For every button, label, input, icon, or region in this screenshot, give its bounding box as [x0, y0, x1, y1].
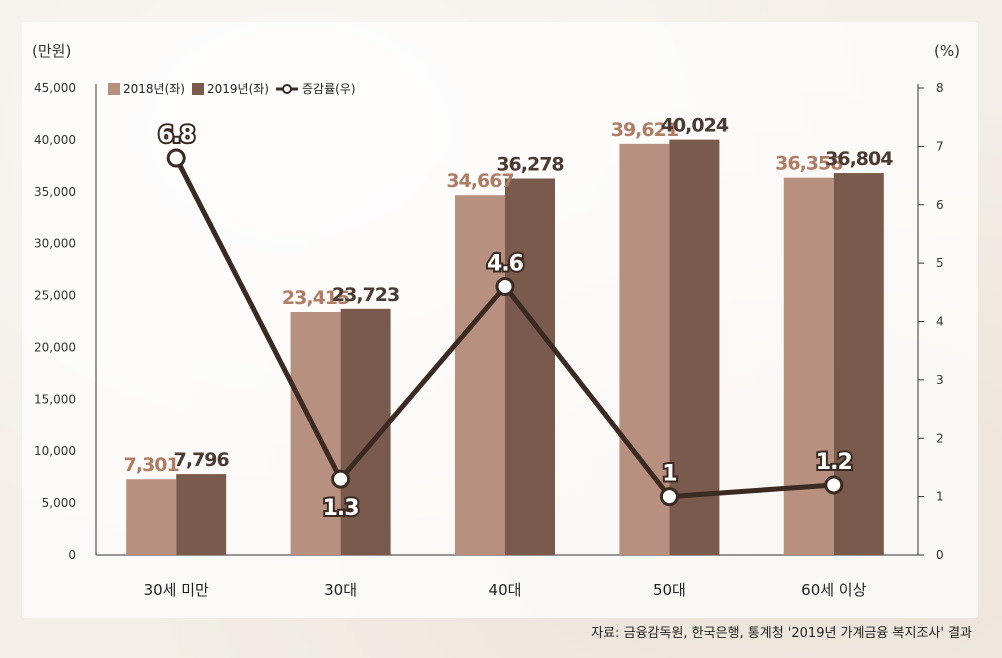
rate-point [824, 475, 844, 495]
legend-label: 2019년(좌) [207, 82, 269, 96]
legend-swatch [108, 83, 120, 95]
category-label: 40대 [489, 581, 522, 599]
bar-data-labels: 7,301 23,415 34,667 39,621 36,358 7,796 23,723… [124, 115, 895, 477]
bar [669, 139, 720, 555]
axes: (만원) (%) 0 5,000 10,000 15,000 20,000 25,000 30,… [32, 42, 960, 599]
bar-data-label: 39,621 [611, 119, 678, 141]
left-tick-label: 0 [68, 548, 76, 562]
bar [505, 178, 555, 555]
right-tick-label: 0 [936, 548, 944, 562]
category-label: 30세 미만 [144, 581, 209, 599]
right-tick-label: 3 [936, 373, 944, 387]
left-tick-label: 15,000 [34, 392, 76, 406]
right-tick-label: 6 [936, 198, 944, 212]
rate-data-label: 1.3 [323, 496, 359, 521]
bar-data-label: 40,024 [661, 115, 729, 137]
right-tick-label: 4 [936, 315, 944, 329]
right-axis-unit: (%) [934, 42, 960, 60]
left-tick-label: 30,000 [34, 237, 76, 251]
bar [833, 173, 884, 555]
bars [126, 139, 884, 555]
bar-data-label: 36,804 [825, 148, 893, 170]
legend-label: 증감률(우) [302, 82, 356, 96]
left-tick-label: 40,000 [34, 133, 76, 147]
right-tick-label: 2 [936, 431, 944, 445]
rate-point [495, 276, 515, 296]
rate-point [659, 487, 679, 507]
rate-data-label: 1 [662, 462, 676, 487]
left-tick-label: 5,000 [42, 496, 76, 510]
bar-data-label: 7,301 [124, 454, 179, 476]
bar-data-label: 23,723 [332, 284, 399, 306]
bar-data-label: 34,667 [446, 170, 513, 192]
right-tick-label: 8 [936, 81, 944, 95]
rate-line: 6.8 1.3 4.6 1 1.2 [156, 121, 855, 523]
left-tick-label: 10,000 [34, 444, 76, 458]
bar [176, 474, 227, 555]
bar-data-label: 36,278 [496, 154, 564, 176]
rate-point [331, 469, 351, 489]
legend: 2018년(좌) 2019년(좌) 증감률(우) [108, 82, 356, 96]
category-label: 60세 이상 [801, 581, 866, 599]
category-label: 30대 [324, 581, 357, 599]
bar-data-label: 23,415 [282, 287, 349, 309]
bar-data-label: 36,358 [775, 153, 843, 175]
legend-swatch [192, 83, 204, 95]
source-note: 자료: 금융감독원, 한국은행, 통계청 '2019년 가계금융 복지조사' 결… [591, 625, 972, 641]
bar [783, 177, 834, 555]
bar-data-label: 7,796 [174, 449, 230, 471]
left-tick-label: 45,000 [34, 81, 76, 95]
legend-line-marker [282, 84, 292, 94]
legend-label: 2018년(좌) [123, 82, 185, 96]
left-tick-label: 20,000 [34, 340, 76, 354]
rate-data-label: 4.6 [487, 251, 524, 276]
category-label: 50대 [653, 581, 686, 599]
bar [126, 479, 177, 555]
rate-data-label: 1.2 [816, 450, 852, 475]
rate-data-label: 6.8 [158, 123, 194, 148]
rate-point [166, 148, 186, 168]
left-axis-unit: (만원) [32, 42, 71, 60]
left-tick-label: 25,000 [34, 289, 76, 303]
bar [455, 195, 505, 555]
right-tick-label: 1 [936, 490, 944, 504]
left-tick-label: 35,000 [34, 185, 76, 199]
right-tick-label: 7 [936, 139, 944, 153]
right-tick-label: 5 [936, 256, 944, 270]
